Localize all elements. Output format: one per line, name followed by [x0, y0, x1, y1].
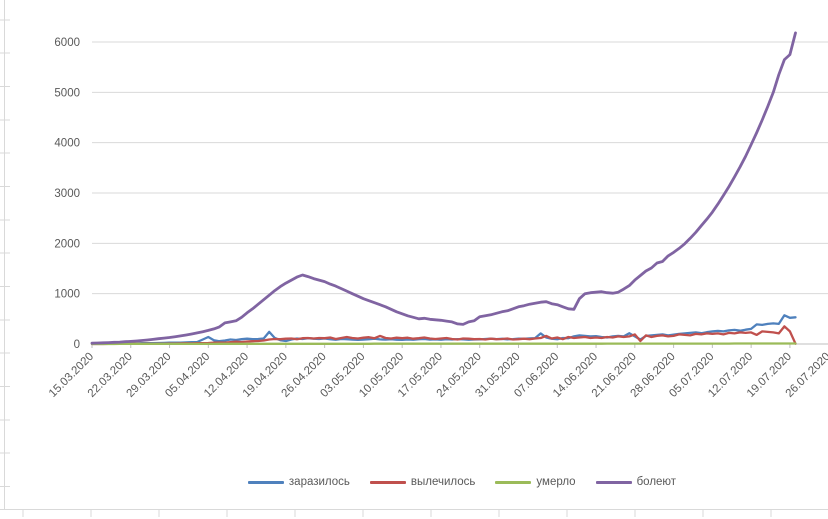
y-tick-label-6000: 6000 [54, 37, 80, 49]
left-edge-ruler-ticks [0, 0, 10, 509]
legend-label-recovered: вылечилось [410, 476, 476, 488]
legend-swatch-active [595, 480, 632, 484]
y-tick-label-5000: 5000 [54, 87, 80, 99]
legend-item-recovered: вылечилось [369, 476, 476, 488]
y-tick-label-3000: 3000 [54, 188, 80, 200]
legend-label-infected: заразилось [288, 476, 350, 488]
legend-item-infected: заразилось [247, 476, 350, 488]
y-tick-label-4000: 4000 [54, 138, 80, 150]
covid-line-chart: 010002000300040005000600015.03.202022.03… [47, 31, 828, 400]
left-edge-ruler-line [4, 0, 5, 509]
y-tick-label-0: 0 [74, 339, 80, 351]
bottom-edge-ruler-ticks [0, 510, 828, 517]
legend-item-active: болеют [595, 476, 677, 488]
legend-label-died: умерло [536, 476, 576, 488]
bottom-edge-ruler-line [0, 509, 828, 510]
y-tick-label-1000: 1000 [54, 289, 80, 301]
series-line-болеют [90, 31, 797, 345]
legend-swatch-infected [247, 480, 284, 484]
legend-label-active: болеют [636, 476, 677, 488]
chart-legend: заразилось вылечилось умерло болеют [96, 476, 828, 488]
series-line-умерло [90, 342, 797, 346]
y-tick-label-2000: 2000 [54, 238, 80, 250]
legend-swatch-recovered [369, 480, 406, 484]
legend-swatch-died [495, 480, 532, 484]
legend-item-died: умерло [495, 476, 576, 488]
